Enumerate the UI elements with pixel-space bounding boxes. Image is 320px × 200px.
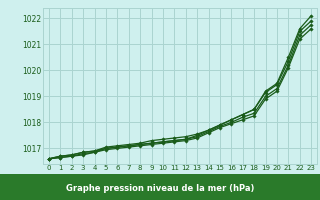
Text: Graphe pression niveau de la mer (hPa): Graphe pression niveau de la mer (hPa) <box>66 184 254 193</box>
